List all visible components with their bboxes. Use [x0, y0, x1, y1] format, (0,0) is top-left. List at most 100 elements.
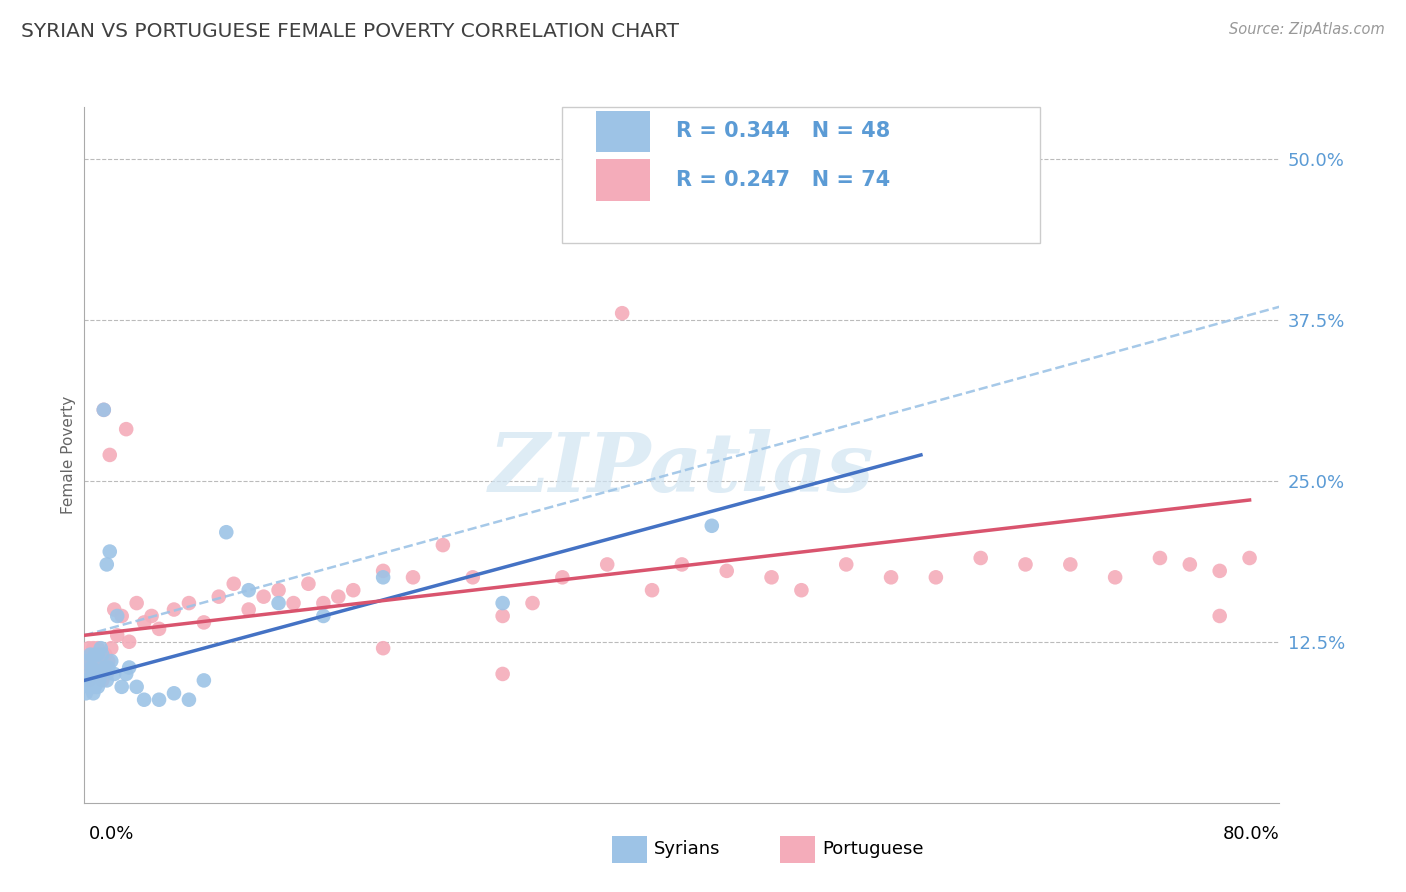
Point	[238, 602, 260, 616]
Point	[89, 660, 111, 674]
Point	[82, 641, 104, 656]
Point	[1149, 551, 1171, 566]
Point	[82, 686, 104, 700]
Point	[103, 602, 125, 616]
FancyBboxPatch shape	[596, 159, 650, 201]
Point	[925, 570, 948, 584]
Text: Source: ZipAtlas.com: Source: ZipAtlas.com	[1229, 22, 1385, 37]
Point	[596, 558, 619, 572]
Point	[492, 596, 515, 610]
Point	[87, 680, 110, 694]
Point	[222, 576, 245, 591]
Text: ZIPatlas: ZIPatlas	[489, 429, 875, 508]
Point	[328, 590, 350, 604]
Point	[970, 551, 993, 566]
Point	[90, 667, 112, 681]
Point	[790, 583, 813, 598]
Point	[96, 673, 118, 688]
Point	[208, 590, 231, 604]
Point	[492, 667, 515, 681]
Point	[103, 667, 125, 681]
Point	[461, 570, 484, 584]
Point	[83, 680, 105, 694]
Point	[79, 654, 101, 668]
Point	[98, 448, 121, 462]
Point	[880, 570, 903, 584]
Point	[83, 648, 105, 662]
Point	[100, 641, 122, 656]
Point	[82, 667, 104, 681]
Point	[432, 538, 454, 552]
Text: Syrians: Syrians	[654, 840, 720, 858]
Point	[551, 570, 574, 584]
Point	[76, 654, 98, 668]
Point	[97, 660, 120, 674]
Point	[80, 680, 103, 694]
Point	[148, 622, 170, 636]
Point	[163, 686, 186, 700]
Point	[111, 680, 134, 694]
Point	[80, 660, 103, 674]
Point	[371, 564, 394, 578]
Point	[93, 402, 115, 417]
Point	[835, 558, 858, 572]
Point	[93, 402, 115, 417]
Point	[86, 667, 108, 681]
Point	[75, 686, 97, 700]
Point	[125, 596, 148, 610]
Point	[910, 158, 932, 172]
Point	[148, 692, 170, 706]
Point	[77, 641, 100, 656]
Point	[87, 641, 110, 656]
Text: 0.0%: 0.0%	[89, 825, 134, 843]
Point	[83, 648, 105, 662]
Point	[82, 667, 104, 681]
Point	[77, 680, 100, 694]
Point	[297, 576, 319, 591]
Point	[90, 641, 112, 656]
Point	[1208, 609, 1232, 624]
Point	[492, 609, 515, 624]
Point	[283, 596, 305, 610]
Point	[402, 570, 425, 584]
Text: R = 0.247   N = 74: R = 0.247 N = 74	[676, 170, 890, 190]
Point	[89, 648, 111, 662]
Point	[1014, 558, 1036, 572]
Text: R = 0.344   N = 48: R = 0.344 N = 48	[676, 121, 890, 142]
Point	[118, 660, 141, 674]
Point	[94, 660, 117, 674]
Point	[96, 558, 118, 572]
Point	[98, 544, 121, 558]
Point	[77, 673, 100, 688]
Point	[86, 660, 108, 674]
Point	[1059, 558, 1081, 572]
Text: 80.0%: 80.0%	[1223, 825, 1279, 843]
Point	[215, 525, 238, 540]
Point	[96, 667, 118, 681]
Point	[97, 654, 120, 668]
Point	[641, 583, 664, 598]
Point	[115, 422, 138, 436]
Point	[79, 648, 101, 662]
FancyBboxPatch shape	[596, 111, 650, 153]
Point	[80, 660, 103, 674]
Point	[253, 590, 276, 604]
Point	[90, 660, 112, 674]
Point	[91, 648, 114, 662]
Point	[87, 648, 110, 662]
Point	[100, 654, 122, 668]
Text: SYRIAN VS PORTUGUESE FEMALE POVERTY CORRELATION CHART: SYRIAN VS PORTUGUESE FEMALE POVERTY CORR…	[21, 22, 679, 41]
FancyBboxPatch shape	[562, 107, 1040, 243]
Point	[94, 648, 117, 662]
Point	[163, 602, 186, 616]
Point	[1208, 564, 1232, 578]
Point	[238, 583, 260, 598]
Point	[125, 680, 148, 694]
Point	[89, 667, 111, 681]
Point	[312, 596, 335, 610]
Point	[1239, 551, 1261, 566]
Point	[91, 673, 114, 688]
Point	[91, 654, 114, 668]
Point	[193, 615, 215, 630]
Point	[105, 609, 128, 624]
